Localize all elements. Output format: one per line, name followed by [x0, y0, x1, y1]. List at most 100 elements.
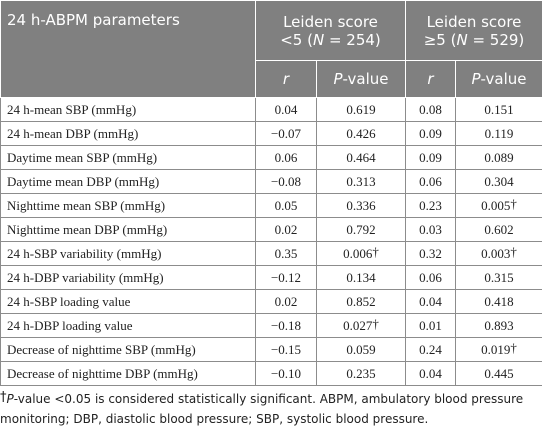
table-cell: 0.619 [316, 97, 406, 122]
table-cell: 0.027† [316, 313, 406, 338]
cell-text: 0.01 [419, 317, 442, 333]
cell-text: Daytime mean DBP (mmHg) [7, 173, 160, 189]
cell-text: 0.04 [419, 365, 442, 381]
cell-text: 0.119 [484, 125, 514, 141]
cell-text: 0.23 [419, 197, 442, 213]
table-cell: Daytime mean SBP (mmHg) [0, 145, 256, 170]
table-cell: 0.426 [316, 121, 406, 146]
header-text: -value [480, 70, 527, 88]
table-cell: 24 h-SBP variability (mmHg) [0, 241, 256, 266]
cell-text: 0.445 [484, 365, 514, 381]
cell-text: 0.05 [274, 197, 298, 213]
cell-text: 0.893 [484, 317, 514, 333]
table-cell: 24 h-SBP loading value [0, 289, 256, 314]
header-cell: Leiden score ≥5 (N = 529) [405, 0, 542, 61]
cell-text: 0.602 [484, 221, 514, 237]
table-row: Nighttime mean SBP (mmHg) 0.05 0.336 0.23 0.… [0, 193, 542, 218]
cell-text: 0.09 [419, 125, 442, 141]
cell-text: 0.059 [346, 341, 376, 357]
table-cell: 0.04 [405, 289, 456, 314]
table-row: 24 h-mean SBP (mmHg) 0.04 0.619 0.08 0.151 [0, 97, 542, 122]
table-cell: 0.852 [316, 289, 406, 314]
table-row: 24 h-SBP loading value 0.02 0.852 0.04 0.418 [0, 289, 542, 314]
table-row: Daytime mean SBP (mmHg) 0.06 0.464 0.09 0.08… [0, 145, 542, 170]
table-cell: 0.313 [316, 169, 406, 194]
header-text: = 529) [467, 30, 525, 49]
table-cell: 0.08 [405, 97, 456, 122]
cell-text: Nighttime mean SBP (mmHg) [7, 197, 166, 213]
cell-text: 0.418 [484, 293, 514, 309]
table-row: Nighttime mean DBP (mmHg) 0.02 0.792 0.03 0.… [0, 217, 542, 242]
cell-text: 0.09 [419, 149, 442, 165]
cell-text: 0.151 [484, 101, 514, 117]
table-cell: 0.792 [316, 217, 406, 242]
table-cell: 0.04 [255, 97, 317, 122]
header-text: r [427, 70, 434, 88]
table-cell: −0.08 [255, 169, 317, 194]
table-cell: 0.05 [255, 193, 317, 218]
header-row: r P-value r P-value [1, 60, 542, 98]
cell-text: Daytime mean SBP (mmHg) [7, 149, 158, 165]
table-cell: 0.32 [405, 241, 456, 266]
data-table: 24 h-ABPM parameters Leiden score <5 (N = … [0, 0, 542, 386]
header-cell: r [405, 60, 456, 98]
table-row: 24 h-DBP loading value −0.18 0.027† 0.01 0.8… [0, 313, 542, 338]
header-text: = 254) [324, 30, 381, 49]
table-cell: 0.005† [455, 193, 542, 218]
cell-text: 0.336 [346, 197, 376, 213]
cell-text: 0.852 [346, 293, 376, 309]
cell-text: 0.04 [274, 101, 298, 117]
table-cell: 0.06 [405, 169, 456, 194]
table-cell: 0.006† [316, 241, 406, 266]
cell-text: −0.10 [270, 365, 302, 381]
header-text: N [456, 30, 468, 49]
cell-text: 0.04 [419, 293, 442, 309]
table-cell: 0.445 [455, 361, 542, 386]
table-cell: 0.059 [316, 337, 406, 362]
cell-text: 0.019 [481, 341, 511, 357]
cell-text: −0.08 [270, 173, 302, 189]
cell-text: 0.24 [419, 341, 442, 357]
cell-text: 0.619 [346, 101, 376, 117]
header-text: Leiden score [426, 12, 522, 31]
header-cell: r [255, 60, 317, 98]
footnote-text: P [6, 392, 14, 406]
cell-text: 24 h-SBP variability (mmHg) [7, 245, 162, 261]
header-text: P [471, 70, 481, 88]
table-cell: 0.893 [455, 313, 542, 338]
cell-text: 24 h-DBP loading value [7, 317, 133, 333]
table-cell: −0.18 [255, 313, 317, 338]
table-cell: 0.35 [255, 241, 317, 266]
table-cell: −0.10 [255, 361, 317, 386]
cell-text: 0.464 [346, 149, 376, 165]
cell-text: 0.35 [274, 245, 298, 261]
table-cell: 0.134 [316, 265, 406, 290]
table-cell: 0.304 [455, 169, 542, 194]
table-cell: 0.02 [255, 217, 317, 242]
footnote-text: -value <0.05 is considered statistically… [0, 392, 524, 426]
header-text: N [312, 30, 325, 49]
header-cell: Leiden score <5 (N = 254) [255, 0, 406, 61]
cell-text: 0.304 [484, 173, 514, 189]
table-cell: Decrease of nighttime DBP (mmHg) [0, 361, 256, 386]
cell-text: 0.03 [419, 221, 442, 237]
table-cell: 24 h-mean DBP (mmHg) [0, 121, 256, 146]
cell-text: 0.02 [274, 221, 298, 237]
footnote-mark: † [510, 195, 517, 211]
cell-text: 0.003 [481, 245, 511, 261]
table-cell: 0.09 [405, 121, 456, 146]
table-cell: −0.12 [255, 265, 317, 290]
table-row: 24 h-SBP variability (mmHg) 0.35 0.006† 0.3… [0, 241, 542, 266]
table-row: 24 h-DBP variability (mmHg) −0.12 0.134 0.0… [0, 265, 542, 290]
table-cell: 0.003† [455, 241, 542, 266]
cell-text: 0.089 [484, 149, 514, 165]
footnote-mark: † [0, 390, 7, 405]
cell-text: 24 h-mean DBP (mmHg) [7, 125, 139, 141]
cell-text: 0.02 [274, 293, 298, 309]
cell-text: −0.07 [270, 125, 302, 141]
header-text: ≥5 ( [423, 30, 457, 49]
header-text: Leiden score [283, 12, 378, 31]
cell-text: 0.08 [419, 101, 442, 117]
table-cell: 0.23 [405, 193, 456, 218]
cell-text: 0.027 [343, 317, 373, 333]
